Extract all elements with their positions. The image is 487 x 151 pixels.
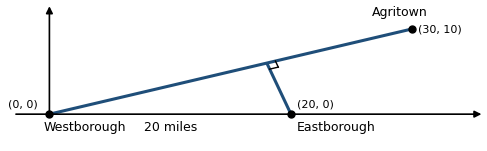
Text: (30, 10): (30, 10) <box>418 24 462 34</box>
Text: (20, 0): (20, 0) <box>297 99 334 109</box>
Text: Westborough: Westborough <box>43 121 126 134</box>
Text: Agritown: Agritown <box>372 6 428 19</box>
Text: Eastborough: Eastborough <box>297 121 376 134</box>
Text: (0, 0): (0, 0) <box>8 99 37 109</box>
Text: 20 miles: 20 miles <box>144 121 197 134</box>
